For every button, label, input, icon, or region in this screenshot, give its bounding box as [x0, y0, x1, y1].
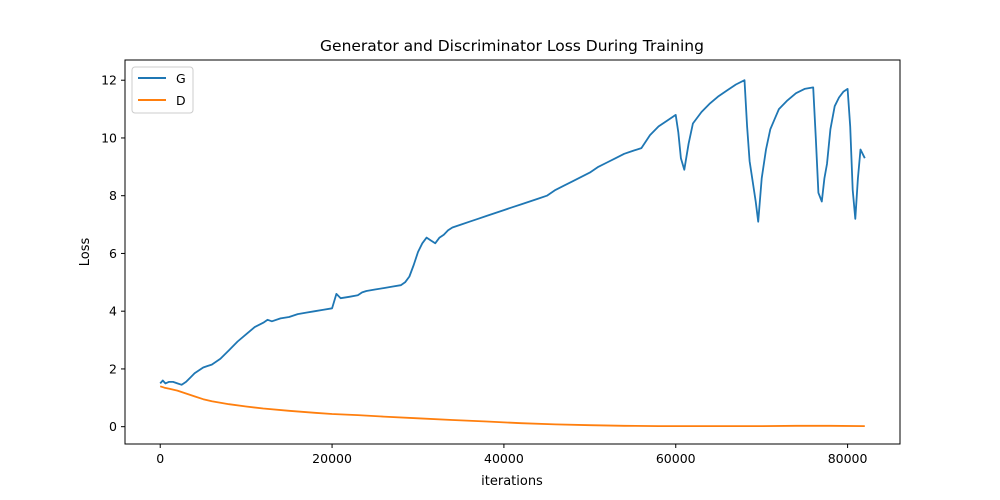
y-tick-label: 4 — [109, 304, 117, 319]
plot-area — [124, 59, 901, 445]
x-tick-label: 40000 — [484, 451, 524, 466]
series-layer — [159, 79, 866, 428]
x-tick-label: 60000 — [656, 451, 696, 466]
y-tick-label: 10 — [101, 130, 117, 145]
axes-background — [125, 60, 900, 444]
x-tick-label: 0 — [156, 451, 164, 466]
series-line-g — [159, 79, 866, 386]
axes-frame — [124, 59, 901, 445]
series-line-d — [159, 385, 865, 428]
x-tick-label: 80000 — [828, 451, 868, 466]
x-tick-label: 20000 — [312, 451, 352, 466]
legend-label-g: G — [176, 71, 186, 86]
legend: G D — [131, 66, 194, 114]
y-tick-label: 0 — [109, 419, 117, 434]
y-tick-label: 6 — [109, 246, 117, 261]
y-axis: 0 2 4 6 8 10 12 — [101, 73, 125, 434]
y-axis-label: Loss — [78, 238, 93, 267]
y-tick-label: 8 — [109, 188, 117, 203]
x-axis: 0 20000 40000 60000 80000 — [156, 444, 868, 466]
y-tick-label: 2 — [109, 361, 117, 376]
chart-title: Generator and Discriminator Loss During … — [320, 37, 704, 55]
x-axis-label: iterations — [481, 474, 543, 489]
y-tick-label: 12 — [101, 73, 117, 88]
legend-label-d: D — [176, 93, 186, 108]
